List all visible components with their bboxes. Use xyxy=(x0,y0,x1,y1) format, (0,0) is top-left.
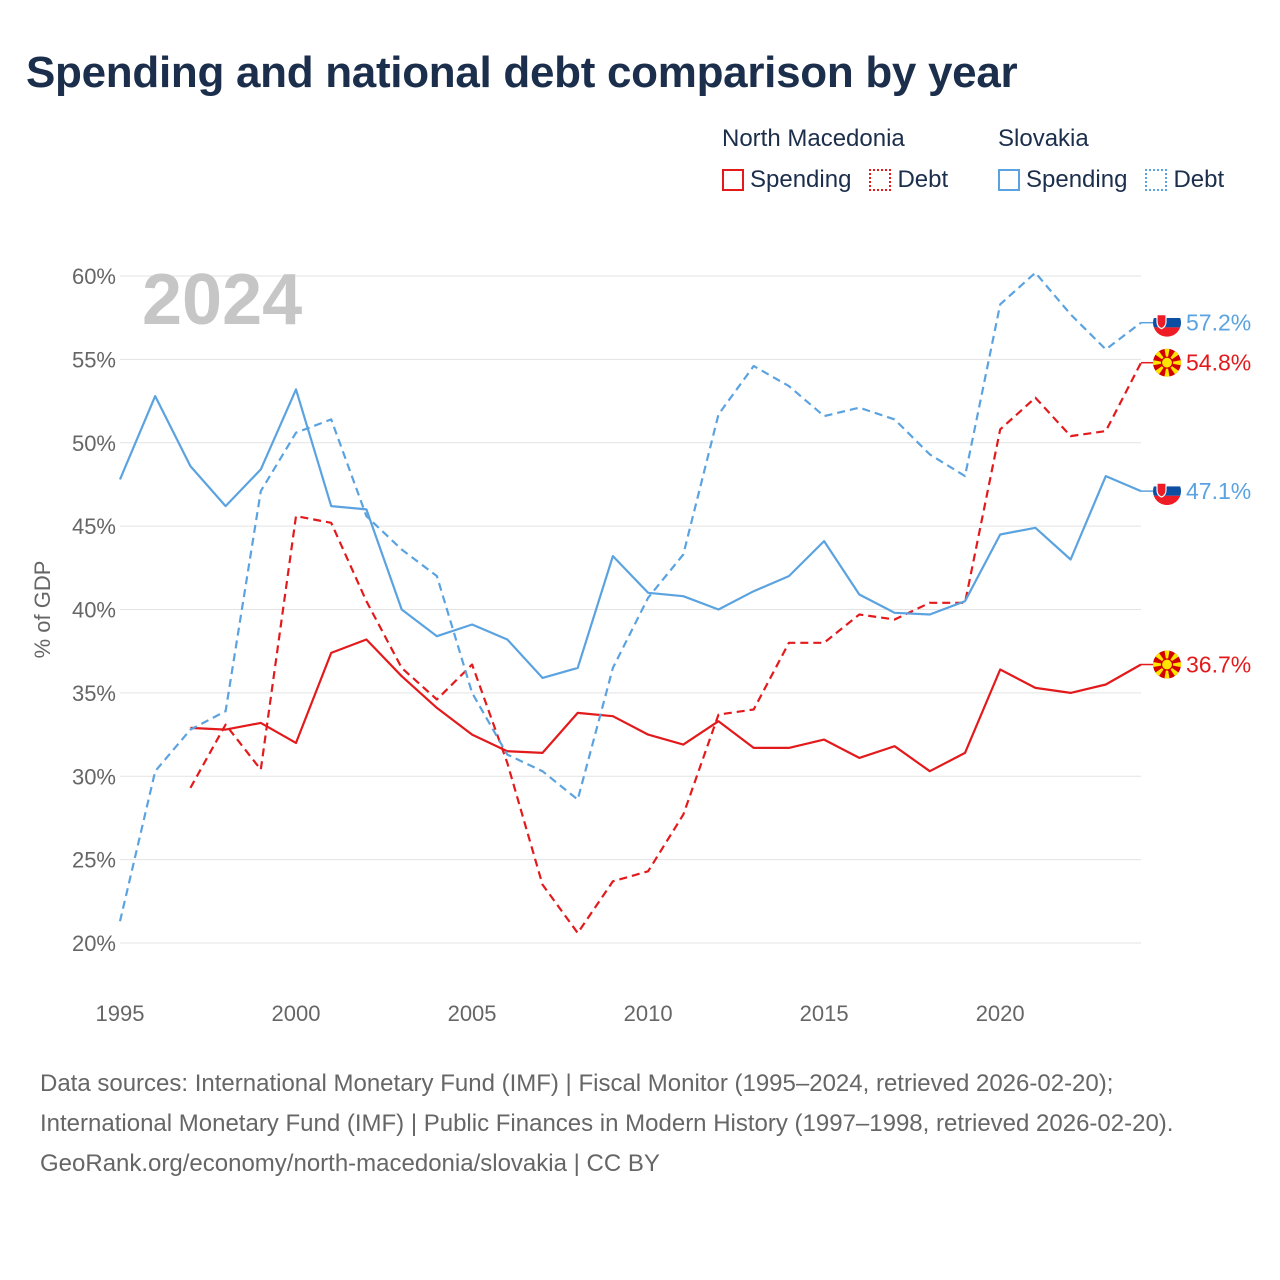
legend-item-label: Spending xyxy=(750,166,852,193)
series-lines xyxy=(118,271,1142,935)
y-tick-label: 35% xyxy=(72,681,116,706)
sources-text: Data sources: International Monetary Fun… xyxy=(40,1070,1174,1137)
y-tick-label: 30% xyxy=(72,764,116,789)
legend-item-north-macedonia-spending[interactable]: Spending xyxy=(722,164,851,196)
y-tick-label: 55% xyxy=(72,347,116,372)
legend-item-slovakia-debt[interactable]: Debt xyxy=(1145,164,1224,196)
slovakia-flag-icon xyxy=(1153,477,1181,506)
year-watermark: 2024 xyxy=(142,260,302,340)
y-axis-label: % of GDP xyxy=(30,561,55,659)
slovakia-flag-icon xyxy=(1153,308,1181,337)
series-line-north-macedonia-spending xyxy=(190,638,1142,773)
legend-group-north-macedonia: North Macedonia Spending Debt xyxy=(722,122,948,196)
legend-group-title: Slovakia xyxy=(998,125,1089,152)
solid-swatch-icon xyxy=(998,169,1020,191)
x-tick-label: 1995 xyxy=(96,1001,145,1026)
legend-group-title: North Macedonia xyxy=(722,125,905,152)
dotted-swatch-icon xyxy=(1145,169,1168,191)
x-tick-label: 2010 xyxy=(624,1001,673,1026)
attribution-link[interactable]: GeoRank.org/economy/north-macedonia/slov… xyxy=(40,1150,660,1177)
end-label-north-macedonia-debt: 54.8% xyxy=(1186,350,1251,376)
series-line-slovakia-spending xyxy=(118,388,1142,680)
y-tick-label: 50% xyxy=(72,431,116,456)
end-label-north-macedonia-spending: 36.7% xyxy=(1186,652,1251,678)
solid-swatch-icon xyxy=(722,169,744,191)
north-macedonia-flag-icon xyxy=(1153,348,1181,377)
y-tick-label: 45% xyxy=(72,514,116,539)
data-sources: Data sources: International Monetary Fun… xyxy=(40,1064,1240,1184)
y-tick-label: 60% xyxy=(72,264,116,289)
x-tick-label: 2020 xyxy=(976,1001,1025,1026)
end-labels: 36.7% 54.8% 47.1% 57.2% xyxy=(1141,308,1251,679)
end-label-slovakia-debt: 57.2% xyxy=(1186,310,1251,336)
legend-item-north-macedonia-debt[interactable]: Debt xyxy=(869,164,948,196)
y-tick-label: 20% xyxy=(72,931,116,956)
legend-item-label: Debt xyxy=(1173,166,1225,193)
x-tick-label: 2005 xyxy=(448,1001,497,1026)
y-tick-label: 25% xyxy=(72,848,116,873)
legend-item-label: Spending xyxy=(1026,166,1128,193)
series-line-north-macedonia-debt xyxy=(189,362,1142,935)
legend-item-slovakia-spending[interactable]: Spending xyxy=(998,164,1127,196)
x-tick-label: 2015 xyxy=(800,1001,849,1026)
y-tick-label: 40% xyxy=(72,598,116,623)
dotted-swatch-icon xyxy=(869,169,892,191)
gridlines xyxy=(120,275,1141,944)
x-tick-label: 2000 xyxy=(272,1001,321,1026)
series-line-slovakia-debt xyxy=(118,271,1142,922)
legend-group-slovakia: Slovakia Spending Debt xyxy=(998,122,1224,196)
legend-item-label: Debt xyxy=(897,166,949,193)
end-label-slovakia-spending: 47.1% xyxy=(1186,478,1251,504)
north-macedonia-flag-icon xyxy=(1153,650,1181,679)
page-title: Spending and national debt comparison by… xyxy=(26,48,1018,97)
axes: 20% 25% 30% 35% 40% 45% 50% 55% 60% 1995 2000 2005 2… xyxy=(30,264,1025,1026)
